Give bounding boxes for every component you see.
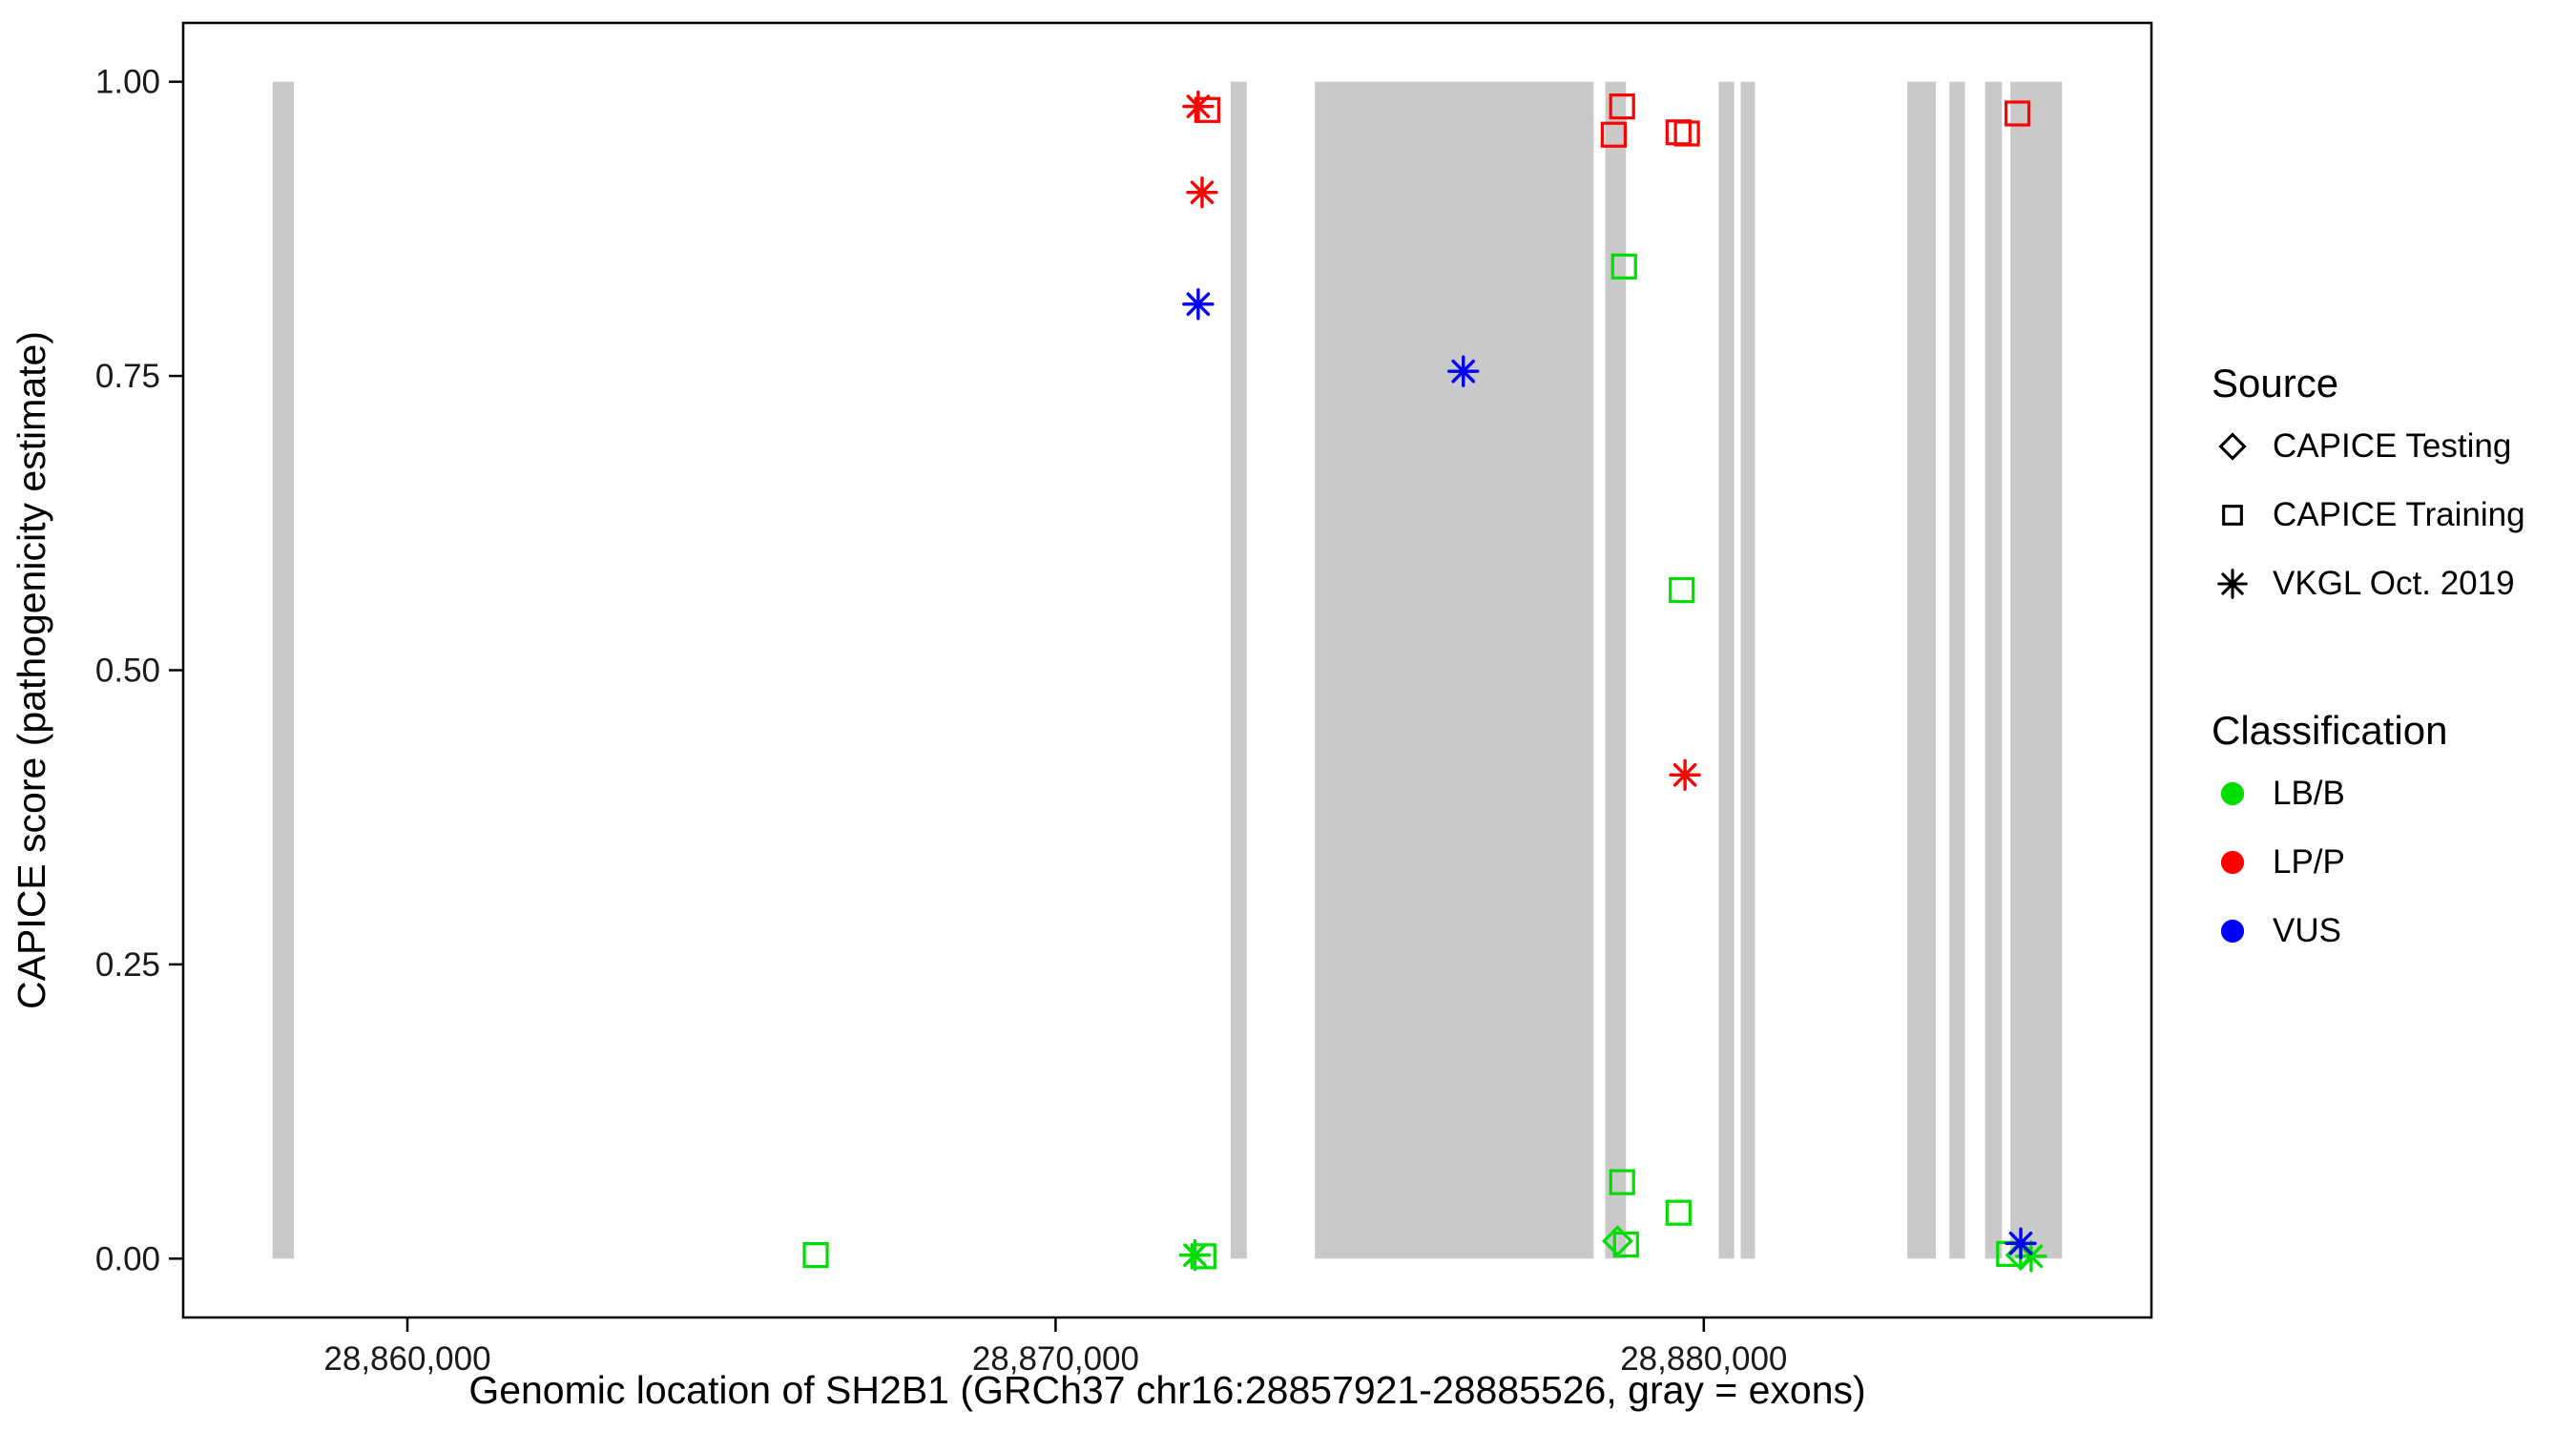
exon-bar — [2010, 81, 2063, 1259]
data-point-square — [1194, 96, 1220, 123]
data-point-square — [1610, 253, 1637, 280]
data-point-square — [1612, 1231, 1639, 1258]
y-axis-title: CAPICE score (pathogenicity estimate) — [10, 331, 53, 1009]
exon-bar — [1740, 81, 1755, 1259]
blue-dot-icon — [2220, 919, 2245, 944]
y-tick-label: 0.75 — [95, 358, 160, 395]
data-point-asterisk — [1182, 90, 1215, 123]
data-point-square — [802, 1242, 829, 1269]
legend-item-label: LB/B — [2273, 775, 2345, 812]
legend-item-vus: VUS — [2212, 897, 2525, 965]
data-point-asterisk — [1669, 758, 1701, 791]
y-tick-label: 0.25 — [95, 946, 160, 984]
diamond-icon — [2218, 432, 2247, 461]
data-point-asterisk — [2005, 1227, 2037, 1259]
data-point-square — [1190, 1243, 1216, 1270]
square-icon — [2222, 505, 2243, 526]
legend-item-capice-testing: CAPICE Testing — [2212, 412, 2525, 481]
legend: Source CAPICE Testing CAPICE Training — [2212, 355, 2525, 965]
exon-bar — [272, 81, 295, 1259]
red-dot-icon — [2220, 850, 2245, 875]
data-point-square — [1673, 120, 1700, 147]
y-tick-label: 1.00 — [95, 64, 160, 101]
exon-bar — [1907, 81, 1937, 1259]
data-point-square — [1669, 577, 1695, 604]
legend-item-lpp: LP/P — [2212, 828, 2525, 897]
data-point-asterisk — [1178, 1238, 1212, 1272]
legend-item-label: CAPICE Testing — [2273, 427, 2512, 465]
legend-item-label: VKGL Oct. 2019 — [2273, 565, 2515, 602]
data-point-asterisk — [1186, 176, 1218, 209]
asterisk-icon — [2217, 569, 2248, 599]
legend-item-vkgl: VKGL Oct. 2019 — [2212, 550, 2525, 618]
x-tick-label: 28,870,000 — [972, 1340, 1139, 1378]
data-point-asterisk — [1447, 355, 1480, 387]
exon-bar — [1605, 81, 1627, 1259]
y-tick-label: 0.50 — [95, 653, 160, 690]
legend-item-label: VUS — [2273, 912, 2341, 949]
data-point-square — [1609, 1169, 1635, 1195]
legend-source-section: Source CAPICE Testing CAPICE Training — [2212, 355, 2525, 618]
green-dot-icon — [2220, 781, 2245, 806]
exon-bar — [1315, 81, 1594, 1259]
legend-item-label: LP/P — [2273, 843, 2345, 881]
x-tick-label: 28,860,000 — [323, 1340, 490, 1378]
data-point-asterisk — [1182, 288, 1215, 321]
x-axis-title: Genomic location of SH2B1 (GRCh37 chr16:… — [468, 1368, 1866, 1412]
legend-item-lbb: LB/B — [2212, 759, 2525, 828]
panel-border — [181, 21, 2153, 1319]
exon-bar — [1230, 81, 1247, 1259]
y-tick-label: 0.00 — [95, 1240, 160, 1277]
x-tick-label: 28,880,000 — [1620, 1340, 1787, 1378]
exon-bar — [1949, 81, 1965, 1259]
data-point-square — [1665, 119, 1692, 146]
exon-bar — [1984, 81, 2003, 1259]
data-point-square — [1665, 1199, 1692, 1226]
legend-classification-section: Classification LB/B LP/P VUS — [2212, 702, 2525, 965]
data-point-square — [1600, 121, 1627, 148]
legend-classification-title: Classification — [2212, 708, 2448, 753]
exon-bar — [1718, 81, 1735, 1259]
data-point-square — [2005, 100, 2031, 127]
legend-item-capice-training: CAPICE Training — [2212, 481, 2525, 550]
data-point-square — [1609, 93, 1635, 120]
legend-source-title: Source — [2212, 361, 2339, 405]
legend-item-label: CAPICE Training — [2273, 496, 2525, 533]
